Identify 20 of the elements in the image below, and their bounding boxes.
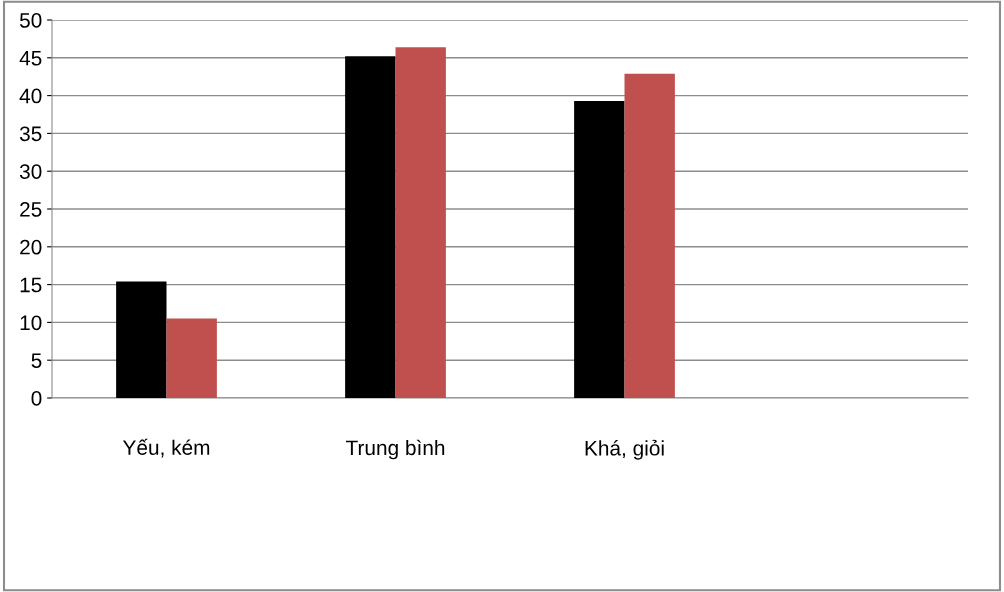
- bar: [395, 47, 446, 398]
- y-tick-label: 50: [19, 13, 42, 28]
- y-tick-label: 25: [20, 202, 42, 217]
- y-tick-label: 30: [19, 164, 42, 179]
- y-tick-label: 35: [19, 126, 42, 142]
- y-tick-label: 10: [20, 315, 42, 331]
- x-tick-label: Khá, giỏi: [585, 439, 664, 460]
- bar: [574, 100, 625, 398]
- y-tick-label: 45: [19, 51, 42, 66]
- y-tick-label: 0: [31, 391, 42, 406]
- y-tick-label: 40: [19, 88, 42, 104]
- bar: [166, 318, 217, 398]
- x-tick-label: Trung bình: [345, 439, 445, 460]
- bar: [116, 281, 167, 398]
- bar: [624, 73, 675, 398]
- bar: [345, 56, 396, 398]
- y-tick-label: 15: [20, 277, 42, 293]
- y-tick-label: 5: [31, 353, 42, 368]
- y-tick-label: 20: [20, 239, 42, 255]
- x-tick-label: Yếu, kém: [122, 438, 210, 458]
